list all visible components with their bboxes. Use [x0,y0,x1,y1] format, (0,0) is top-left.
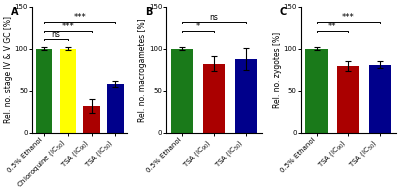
Text: ***: *** [73,13,86,22]
Bar [83,106,100,133]
Text: *: * [196,22,200,31]
Y-axis label: Rel. no. stage IV & V GC [%]: Rel. no. stage IV & V GC [%] [4,16,13,123]
Bar [171,49,194,133]
Bar [36,49,52,133]
Text: **: ** [328,22,337,31]
Text: ***: *** [62,22,74,31]
Y-axis label: Rel. no. zygotes [%]: Rel. no. zygotes [%] [273,32,282,108]
Y-axis label: Rel. no. macrogametes [%]: Rel. no. macrogametes [%] [138,18,148,121]
Bar [203,64,225,133]
Text: ***: *** [342,13,355,22]
Bar [369,65,391,133]
Text: A: A [11,7,19,17]
Text: ns: ns [52,30,60,39]
Bar [235,59,257,133]
Bar [306,49,328,133]
Bar [107,84,124,133]
Bar [337,66,359,133]
Text: C: C [280,7,287,17]
Bar [60,49,76,133]
Text: B: B [146,7,153,17]
Text: ns: ns [210,13,218,22]
